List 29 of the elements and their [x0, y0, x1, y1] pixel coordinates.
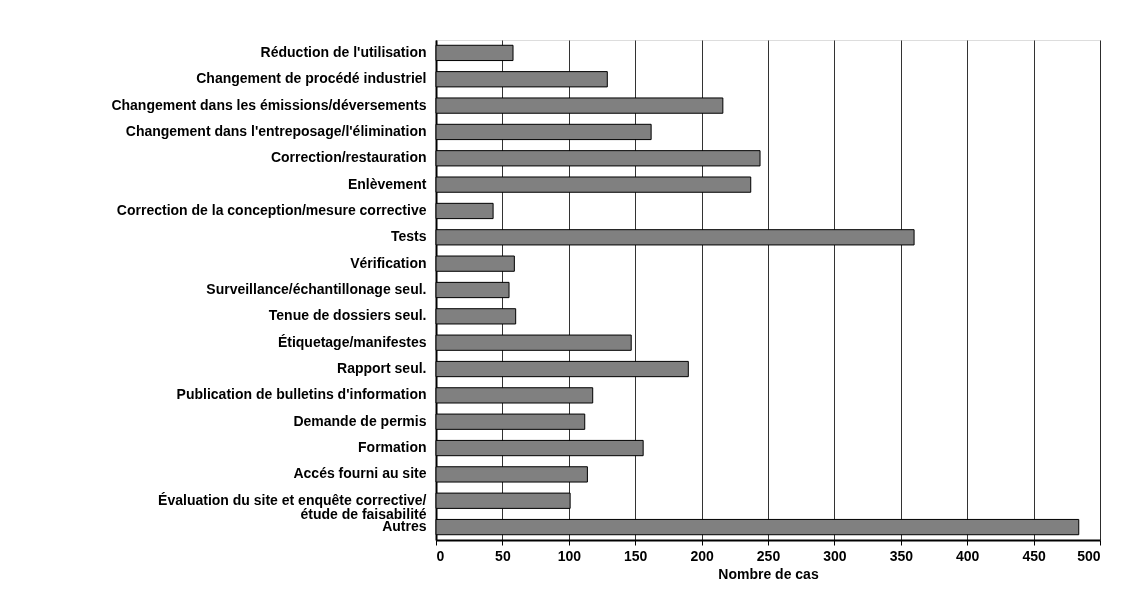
y-tick-label: Demande de permis: [293, 412, 427, 429]
x-axis-title: Nombre de cas: [718, 565, 819, 582]
y-tick-label: Changement dans les émissions/déversements: [111, 96, 427, 113]
y-tick-label: Tests: [390, 228, 427, 245]
y-tick-label: Accés fourni au site: [293, 465, 427, 482]
y-tick-label: Étiquetage/manifestes: [277, 333, 427, 350]
x-tick-label: 500: [1077, 547, 1101, 564]
y-tick-label: Tenue de dossiers seul.: [268, 307, 427, 324]
y-tick-label: Changement de procédé industriel: [196, 70, 427, 87]
x-tick-label: 450: [1022, 547, 1046, 564]
y-tick-label: Formation: [358, 439, 427, 456]
x-tick-label: 300: [823, 547, 847, 564]
y-tick-label: Surveillance/échantillonage seul.: [206, 281, 427, 297]
x-tick-label: 50: [495, 547, 511, 564]
x-tick-label: 100: [557, 547, 582, 564]
x-tick-label: 250: [756, 547, 781, 564]
y-tick-label: Enlèvement: [347, 175, 427, 192]
y-tick-label: Vérification: [350, 254, 427, 271]
x-tick-label: 150: [624, 547, 648, 564]
y-tick-label: Changement dans l'entreposage/l'élimination: [125, 122, 427, 139]
y-tick-label: Rapport seul.: [337, 360, 427, 377]
y-tick-label: Correction de la conception/mesure corrective: [116, 201, 427, 218]
x-tick-label: 0: [436, 547, 445, 564]
y-tick-label: Correction/restauration: [270, 149, 427, 166]
x-tick-label: 400: [956, 547, 980, 564]
y-tick-label: Réduction de l'utilisation: [260, 43, 427, 60]
x-tick-label: 200: [690, 547, 714, 564]
x-tick-label: 350: [889, 547, 914, 564]
y-tick-label: Publication de bulletins d'information: [176, 386, 427, 403]
